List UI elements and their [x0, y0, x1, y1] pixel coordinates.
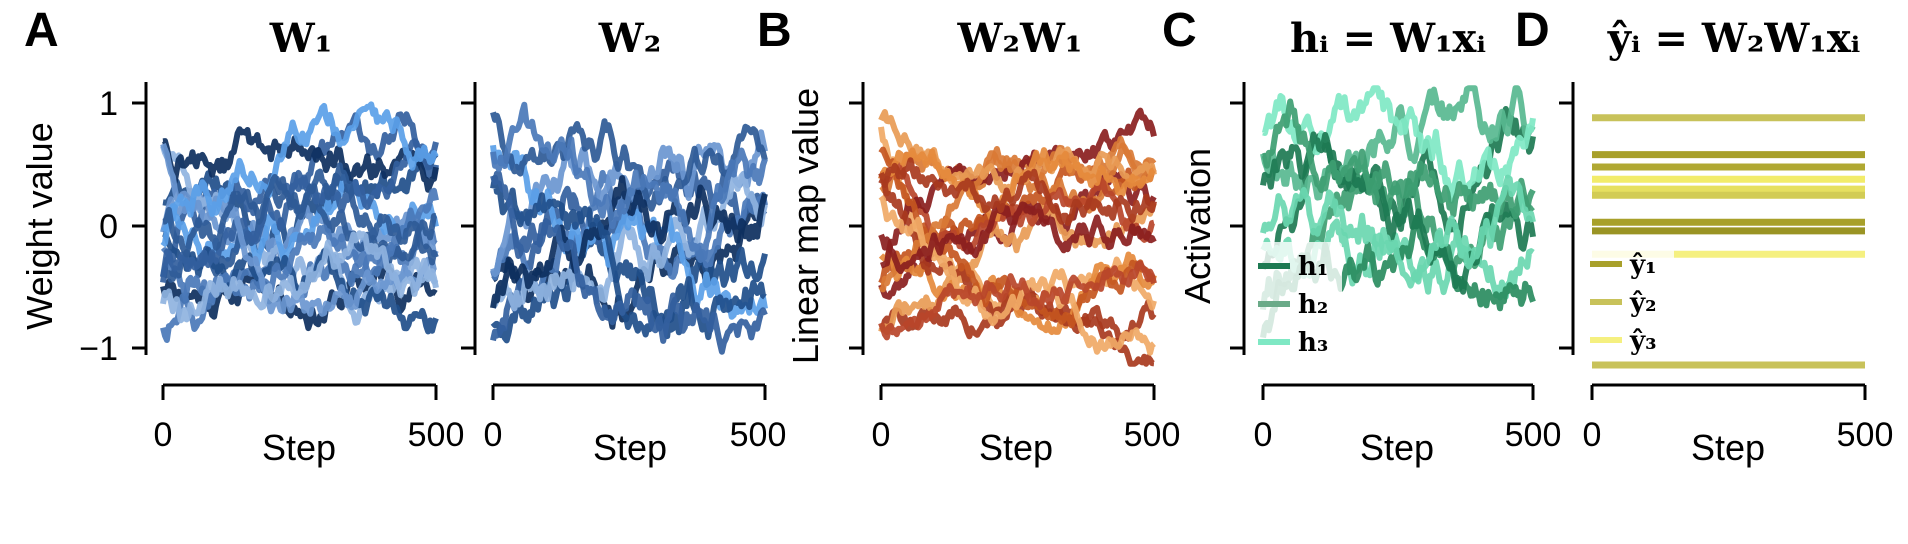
- panel-w2w1-plot: [878, 107, 1157, 367]
- panel-w2w1-series-line: [878, 147, 1156, 222]
- panel-y-xtick-label-500: 500: [1837, 416, 1894, 454]
- panel-w2-title: W₂: [598, 15, 661, 62]
- panel-w2w1-xlabel: Step: [979, 427, 1053, 468]
- panel-y: ŷᵢ = W₂W₁xᵢ 0 500 Step ŷ₁ ŷ₂ ŷ₃: [1559, 15, 1893, 468]
- panel-w2w1-series-line: [878, 157, 1157, 226]
- panel-w2w1-ylabel: Linear map value: [785, 88, 826, 364]
- panel-w1: W₁ 1 0 −1 Weight value 0 500 Step: [19, 15, 464, 468]
- panel-w2-series-line: [490, 170, 768, 355]
- panel-w2-series-line: [490, 229, 768, 344]
- panel-w1-ytick-label-neg1: −1: [79, 330, 118, 368]
- panel-y-xlabel: Step: [1691, 427, 1765, 468]
- legend-label: ŷ₂: [1629, 288, 1657, 318]
- panel-w2-xlabel: Step: [593, 427, 667, 468]
- panel-w1-ytick-label-1: 1: [99, 85, 118, 123]
- panel-h-legend: h₁ h₂ h₃: [1252, 242, 1342, 358]
- panel-w2w1: W₂W₁ Linear map value 0 500 Step: [785, 15, 1180, 468]
- panel-w2w1-xtick-label-0: 0: [872, 416, 891, 454]
- panel-w1-xtick-label-0: 0: [154, 416, 173, 454]
- panel-w1-series-line: [160, 187, 439, 343]
- panel-letter-c: C: [1162, 4, 1197, 57]
- panel-h-series-line: [1261, 98, 1536, 220]
- panel-y-legend: ŷ₁ ŷ₂ ŷ₃: [1584, 240, 1674, 356]
- panel-w2w1-series-line: [878, 201, 1157, 336]
- panel-w1-series-line: [162, 126, 439, 193]
- panel-h-xlabel: Step: [1360, 427, 1434, 468]
- panel-h-xtick-label-500: 500: [1505, 416, 1562, 454]
- legend-label: h₂: [1298, 290, 1328, 320]
- panel-w2w1-series-line: [878, 260, 1157, 341]
- panel-w2-series-line: [490, 111, 768, 212]
- panel-w2w1-title: W₂W₁: [957, 15, 1083, 62]
- panel-w2: W₂ 0 500 Step: [461, 15, 786, 468]
- panel-w1-title: W₁: [269, 15, 332, 62]
- panel-w2-xtick-label-500: 500: [730, 416, 787, 454]
- panel-y-title: ŷᵢ = W₂W₁xᵢ: [1607, 15, 1860, 62]
- panel-y-plot: [1592, 114, 1865, 369]
- panel-w1-ytick-label-0: 0: [99, 208, 118, 246]
- panel-w2-plot: [490, 101, 768, 355]
- panel-w1-series-line: [160, 230, 439, 324]
- panel-h-title: hᵢ = W₁xᵢ: [1290, 15, 1486, 62]
- panel-letter-b: B: [757, 4, 792, 57]
- legend-label: h₃: [1298, 328, 1328, 358]
- panel-w1-xlabel: Step: [262, 427, 336, 468]
- panel-w1-series-line: [160, 138, 439, 278]
- panel-w2-series-line: [490, 101, 768, 261]
- panel-w1-series-line: [162, 162, 439, 266]
- panel-h-series-line: [1260, 174, 1536, 289]
- panel-h-ylabel: Activation: [1177, 148, 1218, 304]
- panel-w2w1-series-line: [878, 200, 1157, 275]
- legend-background: [1584, 240, 1674, 352]
- panel-w1-xtick-label-500: 500: [408, 416, 465, 454]
- legend-label: ŷ₁: [1629, 250, 1657, 280]
- panel-w2-series-line: [490, 174, 767, 341]
- panel-y-xtick-label-0: 0: [1583, 416, 1602, 454]
- legend-label: h₁: [1298, 252, 1328, 282]
- panel-w1-series-line: [160, 101, 439, 248]
- panel-w2-xtick-label-0: 0: [484, 416, 503, 454]
- panel-w2w1-xtick-label-500: 500: [1124, 416, 1181, 454]
- panel-h: hᵢ = W₁xᵢ Activation 0 500 Step h₁ h₂ h₃: [1177, 15, 1561, 468]
- panel-letter-d: D: [1515, 4, 1550, 57]
- panel-w1-plot: [160, 101, 439, 343]
- legend-label: ŷ₃: [1629, 326, 1657, 356]
- panel-letter-a: A: [24, 4, 59, 57]
- panel-h-xtick-label-0: 0: [1254, 416, 1273, 454]
- panel-h-series-line: [1261, 85, 1536, 204]
- panel-w1-ylabel: Weight value: [19, 122, 60, 329]
- legend-background: [1252, 242, 1342, 354]
- panel-h-series-line: [1260, 85, 1536, 201]
